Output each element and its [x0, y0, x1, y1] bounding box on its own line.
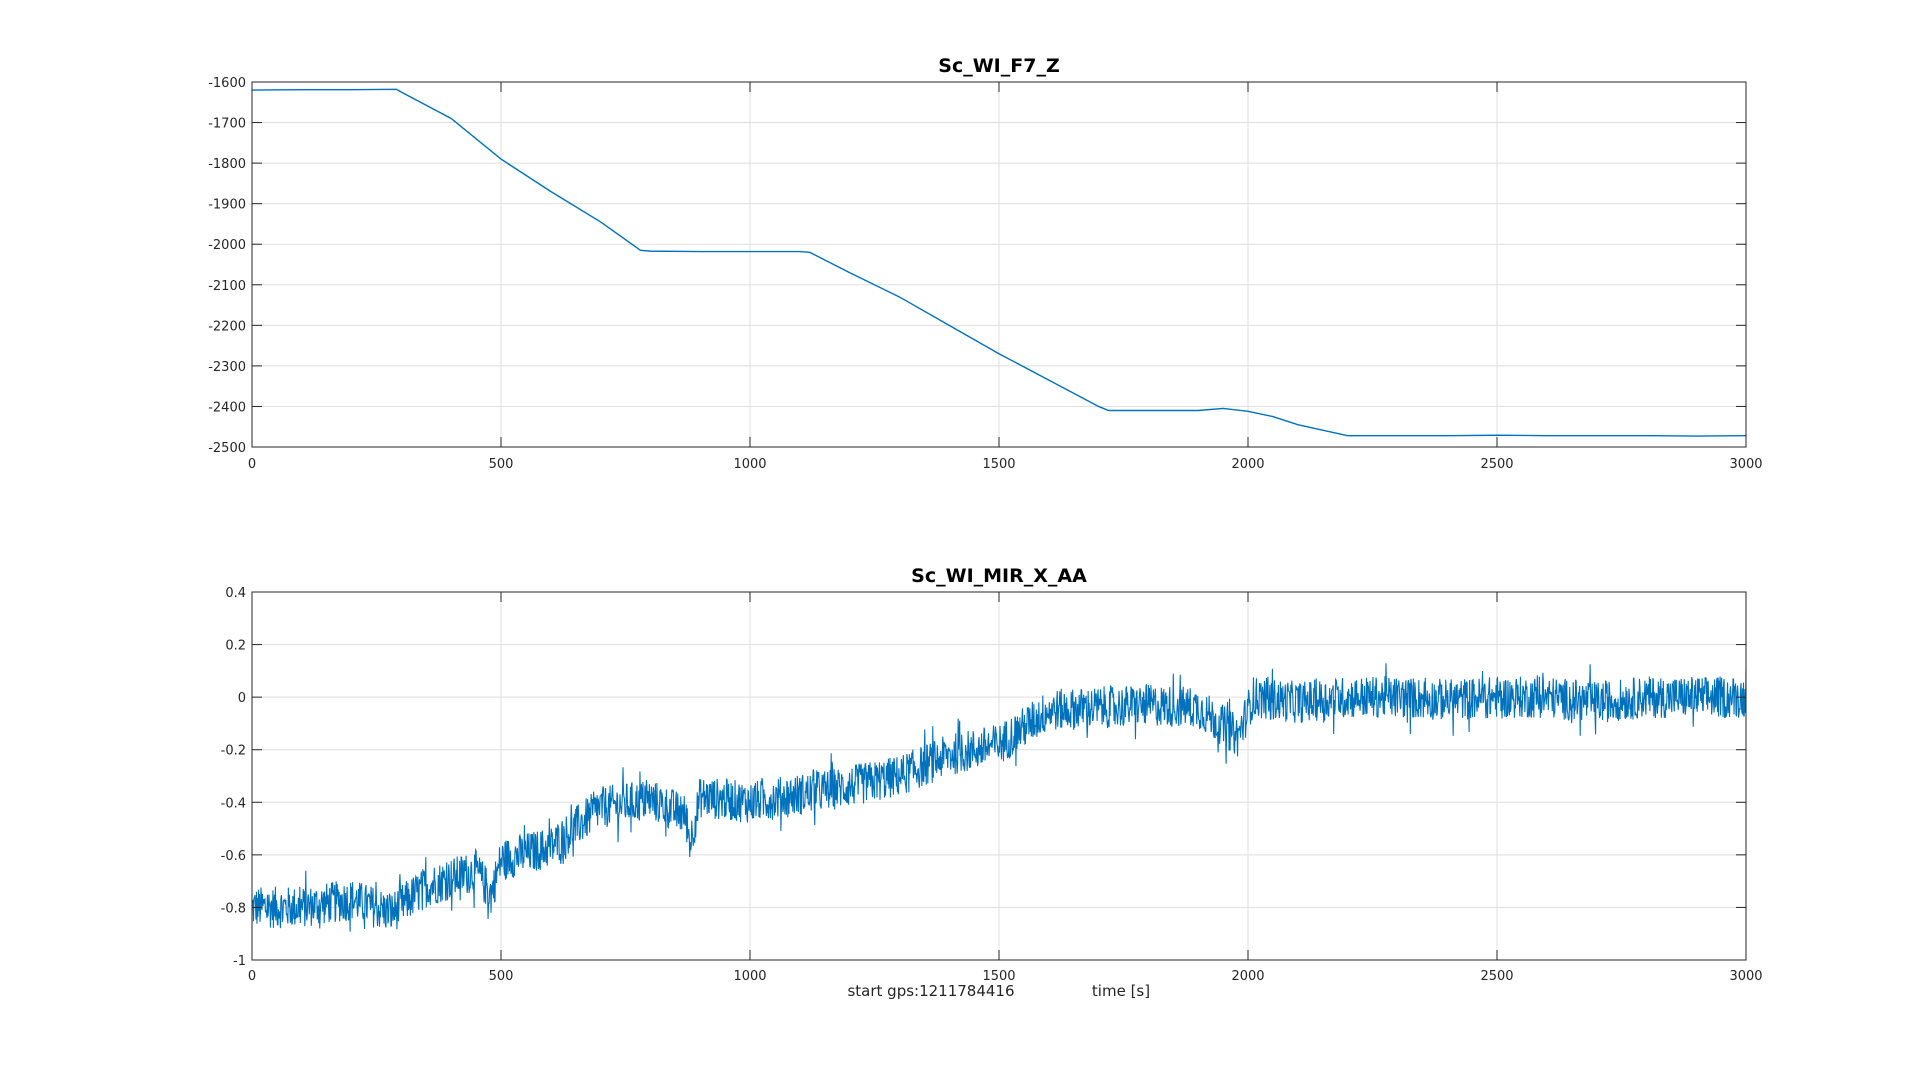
x-tick-label: 2000 [1231, 457, 1264, 472]
y-tick-label: -2100 [208, 279, 246, 294]
x-tick-label: 3000 [1729, 969, 1762, 984]
start-gps-label: start gps:1211784416 [847, 982, 1014, 1000]
y-tick-label: 0.2 [225, 639, 246, 654]
top-axes: 0 500 1000 1500 2000 2500 3000 -2500 -2400 -2300 -… [208, 55, 1762, 472]
x-tick-label: 1000 [733, 457, 766, 472]
series-line [251, 663, 1747, 932]
y-tick-label: -2200 [208, 319, 246, 334]
x-tick-label: 2500 [1480, 969, 1513, 984]
chart-title: Sc_WI_MIR_X_AA [911, 565, 1087, 587]
x-tick-label: 500 [489, 969, 514, 984]
y-tick-label: -0.6 [221, 849, 246, 864]
y-tick-label: -0.2 [221, 744, 246, 759]
chart-title: Sc_WI_F7_Z [938, 55, 1059, 77]
time-axis-label: time [s] [1092, 982, 1150, 1000]
y-tick-label: 0.4 [225, 586, 246, 601]
series-line [251, 88, 1747, 437]
x-tick-label: 1000 [733, 969, 766, 984]
x-tick-label: 1500 [982, 969, 1015, 984]
y-tick-label: -1800 [208, 157, 246, 172]
y-tick-label: -2000 [208, 238, 246, 253]
x-tick-label: 3000 [1729, 457, 1762, 472]
bottom-axes: 0 500 1000 1500 2000 2500 3000 -1 -0.8 -0.6 -0.4 -0… [221, 565, 1763, 984]
x-tick-label: 2000 [1231, 969, 1264, 984]
y-tick-label: -2400 [208, 400, 246, 415]
x-tick-label: 2500 [1480, 457, 1513, 472]
y-tick-label: -2500 [208, 441, 246, 456]
y-tick-label: -0.4 [221, 796, 246, 811]
x-tick-label: 500 [489, 457, 514, 472]
x-tick-label: 0 [248, 969, 256, 984]
y-tick-label: -1 [233, 954, 246, 969]
y-tick-label: -1700 [208, 117, 246, 132]
x-tick-label: 0 [248, 457, 256, 472]
y-tick-label: -1900 [208, 198, 246, 213]
y-tick-label: 0 [238, 691, 246, 706]
x-tick-label: 1500 [982, 457, 1015, 472]
y-tick-label: -0.8 [221, 901, 246, 916]
y-tick-label: -1600 [208, 76, 246, 91]
y-tick-label: -2300 [208, 360, 246, 375]
